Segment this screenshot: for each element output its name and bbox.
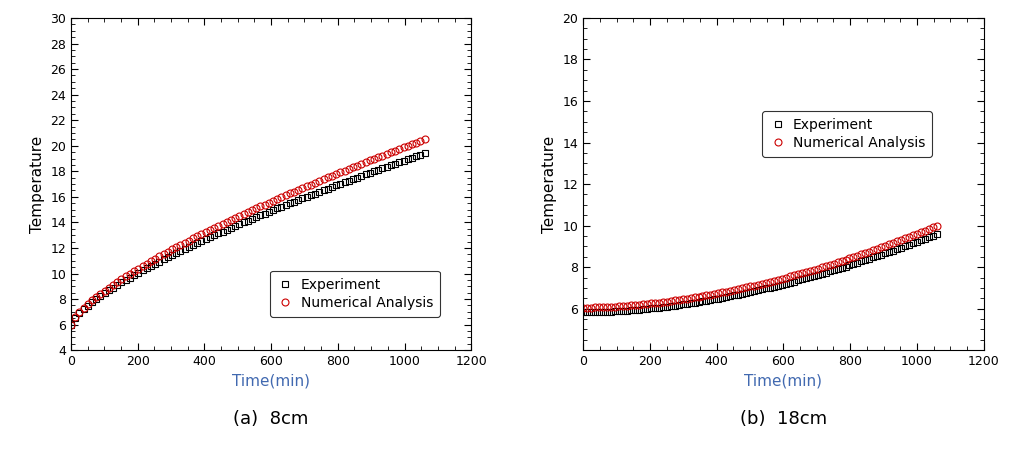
Numerical Analysis: [577, 305, 589, 310]
Numerical Analysis: [871, 246, 883, 251]
Legend: Experiment, Numerical Analysis: Experiment, Numerical Analysis: [763, 111, 932, 157]
Experiment: [577, 310, 589, 315]
Legend: Experiment, Numerical Analysis: Experiment, Numerical Analysis: [270, 271, 440, 317]
Numerical Analysis: [65, 322, 77, 327]
Line: Experiment: Experiment: [580, 231, 940, 316]
Numerical Analysis: [124, 271, 136, 276]
Experiment: [419, 151, 431, 156]
Experiment: [879, 251, 891, 256]
Numerical Analysis: [174, 242, 187, 248]
Line: Experiment: Experiment: [68, 150, 428, 328]
Numerical Analysis: [625, 303, 637, 308]
Experiment: [625, 308, 637, 313]
X-axis label: Time(min): Time(min): [744, 374, 822, 389]
Numerical Analysis: [931, 223, 943, 228]
Numerical Analysis: [823, 262, 836, 268]
Experiment: [931, 231, 943, 237]
Text: (b)  18cm: (b) 18cm: [740, 410, 827, 428]
Numerical Analysis: [397, 145, 410, 150]
Numerical Analysis: [187, 236, 199, 241]
Numerical Analysis: [170, 245, 183, 250]
Experiment: [684, 300, 697, 306]
Y-axis label: Temperature: Temperature: [542, 136, 557, 233]
Experiment: [871, 253, 883, 259]
Experiment: [124, 275, 136, 280]
Line: Numerical Analysis: Numerical Analysis: [68, 136, 428, 328]
X-axis label: Time(min): Time(min): [232, 374, 310, 389]
Numerical Analysis: [241, 210, 254, 215]
Experiment: [915, 238, 927, 243]
Experiment: [170, 251, 183, 256]
Line: Numerical Analysis: Numerical Analysis: [580, 222, 940, 311]
Numerical Analysis: [915, 229, 927, 235]
Numerical Analysis: [684, 295, 697, 301]
Experiment: [65, 322, 77, 327]
Text: (a)  8cm: (a) 8cm: [233, 410, 309, 428]
Experiment: [187, 242, 199, 248]
Experiment: [397, 158, 410, 163]
Experiment: [241, 218, 254, 224]
Experiment: [174, 248, 187, 254]
Numerical Analysis: [879, 243, 891, 249]
Numerical Analysis: [419, 136, 431, 142]
Experiment: [823, 269, 836, 274]
Y-axis label: Temperature: Temperature: [29, 136, 45, 233]
